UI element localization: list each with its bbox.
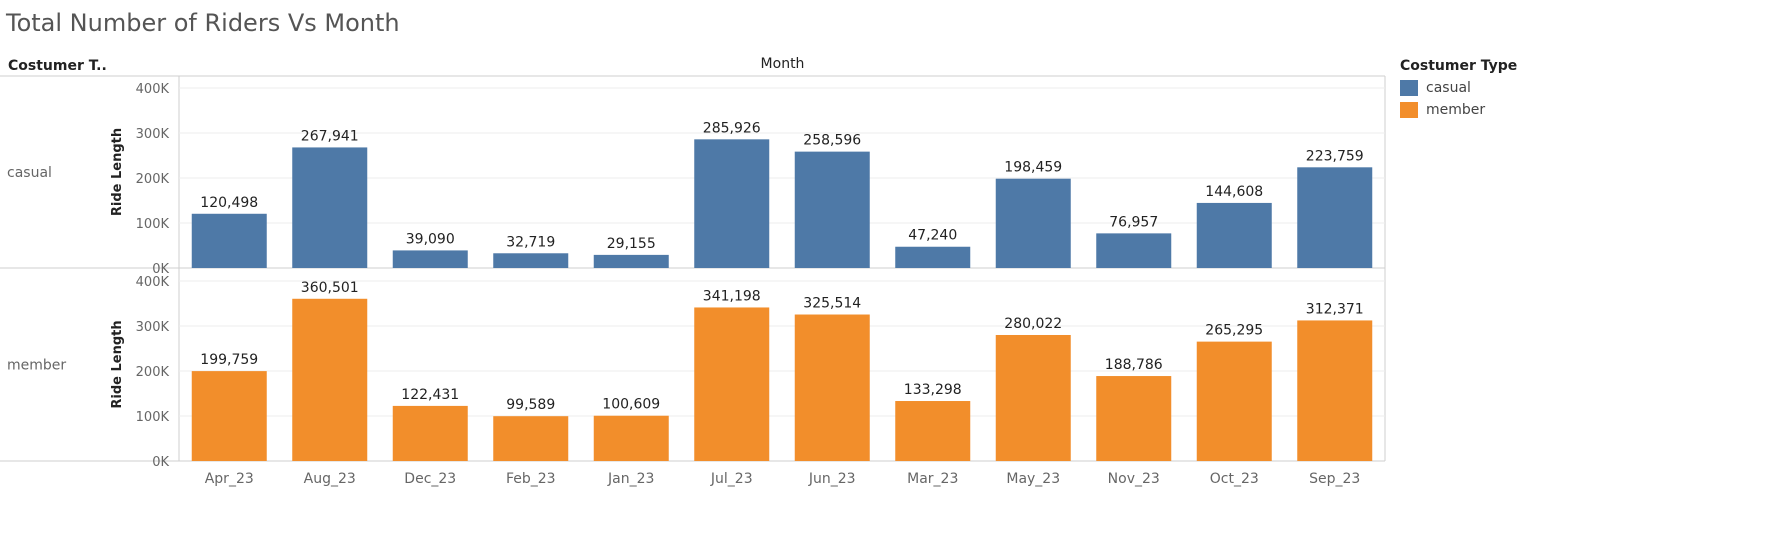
data-label: 280,022	[1004, 316, 1062, 332]
legend-item-casual[interactable]: casual	[1400, 80, 1517, 96]
y-tick-label: 200K	[136, 365, 170, 380]
bar-casual-Sep_23[interactable]	[1297, 167, 1373, 268]
bar-casual-May_23[interactable]	[995, 178, 1071, 268]
data-label: 258,596	[803, 133, 861, 149]
data-label: 265,295	[1205, 323, 1263, 339]
data-label: 267,941	[301, 128, 359, 144]
x-tick-label: Jul_23	[710, 471, 753, 487]
bar-member-Mar_23[interactable]	[895, 401, 971, 461]
x-tick-label: Jun_23	[808, 471, 856, 487]
data-label: 39,090	[406, 231, 455, 247]
x-tick-label: Feb_23	[506, 471, 556, 487]
bar-casual-Mar_23[interactable]	[895, 246, 971, 268]
y-tick-label: 300K	[136, 127, 170, 142]
data-label: 133,298	[904, 382, 962, 398]
y-axis-title: Ride Length	[110, 128, 125, 216]
data-label: 47,240	[908, 228, 957, 244]
row-label-member[interactable]: member	[7, 358, 66, 374]
x-tick-label: Mar_23	[907, 471, 958, 487]
data-label: 29,155	[607, 236, 656, 252]
bar-chart: 0K 100K 200K 300K 400K Ride Length casual 120,4…	[0, 75, 1386, 487]
data-label: 223,759	[1306, 148, 1364, 164]
data-label: 32,719	[506, 234, 555, 250]
x-tick-label: Oct_23	[1210, 471, 1259, 487]
y-tick-label: 400K	[136, 275, 170, 290]
bar-member-Nov_23[interactable]	[1096, 376, 1172, 461]
x-tick-label: Nov_23	[1108, 471, 1160, 487]
column-header[interactable]: Month	[760, 56, 805, 72]
y-tick-label: 0K	[152, 262, 169, 277]
data-label: 285,926	[703, 120, 761, 136]
x-tick-label: Jan_23	[607, 471, 654, 487]
bar-member-Sep_23[interactable]	[1297, 320, 1373, 461]
bar-casual-Jan_23[interactable]	[593, 254, 669, 268]
legend-title: Costumer Type	[1400, 58, 1518, 74]
bar-casual-Apr_23[interactable]	[191, 213, 267, 268]
bar-casual-Nov_23[interactable]	[1096, 233, 1172, 268]
data-label: 360,501	[301, 280, 359, 296]
row-label-casual[interactable]: casual	[7, 165, 52, 181]
bar-member-Jan_23[interactable]	[593, 415, 669, 461]
data-label: 100,609	[602, 397, 660, 413]
bar-member-Jul_23[interactable]	[694, 307, 770, 461]
bar-casual-Oct_23[interactable]	[1196, 202, 1272, 268]
data-label: 325,514	[803, 296, 861, 312]
bar-member-Dec_23[interactable]	[392, 405, 468, 461]
legend: Costumer Type casual member	[1400, 58, 1517, 118]
bar-member-Jun_23[interactable]	[794, 314, 870, 461]
x-tick-label: Sep_23	[1309, 471, 1360, 487]
legend-swatch-casual	[1400, 80, 1418, 96]
legend-item-member[interactable]: member	[1400, 102, 1517, 118]
x-tick-label: Dec_23	[404, 471, 456, 487]
data-label: 122,431	[401, 387, 459, 403]
data-label: 312,371	[1306, 301, 1364, 317]
data-label: 198,459	[1004, 160, 1062, 176]
bar-casual-Jul_23[interactable]	[694, 139, 770, 268]
bar-member-Aug_23[interactable]	[292, 298, 368, 461]
bar-casual-Aug_23[interactable]	[292, 147, 368, 268]
x-tick-label: May_23	[1006, 471, 1060, 487]
bar-casual-Feb_23[interactable]	[493, 253, 569, 268]
data-label: 188,786	[1105, 357, 1163, 373]
y-tick-label: 100K	[136, 410, 170, 425]
y-tick-label: 200K	[136, 172, 170, 187]
legend-label-casual: casual	[1426, 80, 1471, 96]
bar-member-May_23[interactable]	[995, 334, 1071, 461]
legend-swatch-member	[1400, 102, 1418, 118]
data-label: 76,957	[1109, 214, 1158, 230]
bar-member-Apr_23[interactable]	[191, 371, 267, 461]
row-header[interactable]: Costumer T..	[8, 58, 107, 74]
chart-title: Total Number of Riders Vs Month	[6, 9, 400, 37]
data-label: 120,498	[200, 195, 258, 211]
y-axis-title: Ride Length	[110, 320, 125, 408]
y-tick-label: 400K	[136, 82, 170, 97]
x-tick-label: Apr_23	[205, 471, 254, 487]
bar-casual-Dec_23[interactable]	[392, 250, 468, 268]
y-tick-label: 300K	[136, 320, 170, 335]
data-label: 144,608	[1205, 184, 1263, 200]
y-tick-label: 100K	[136, 217, 170, 232]
legend-label-member: member	[1426, 102, 1486, 118]
data-label: 199,759	[200, 352, 258, 368]
bar-casual-Jun_23[interactable]	[794, 151, 870, 268]
data-label: 99,589	[506, 397, 555, 413]
x-tick-label: Aug_23	[304, 471, 356, 487]
y-tick-label: 0K	[152, 455, 169, 470]
bar-member-Oct_23[interactable]	[1196, 341, 1272, 461]
data-label: 341,198	[703, 288, 761, 304]
bar-member-Feb_23[interactable]	[493, 416, 569, 461]
